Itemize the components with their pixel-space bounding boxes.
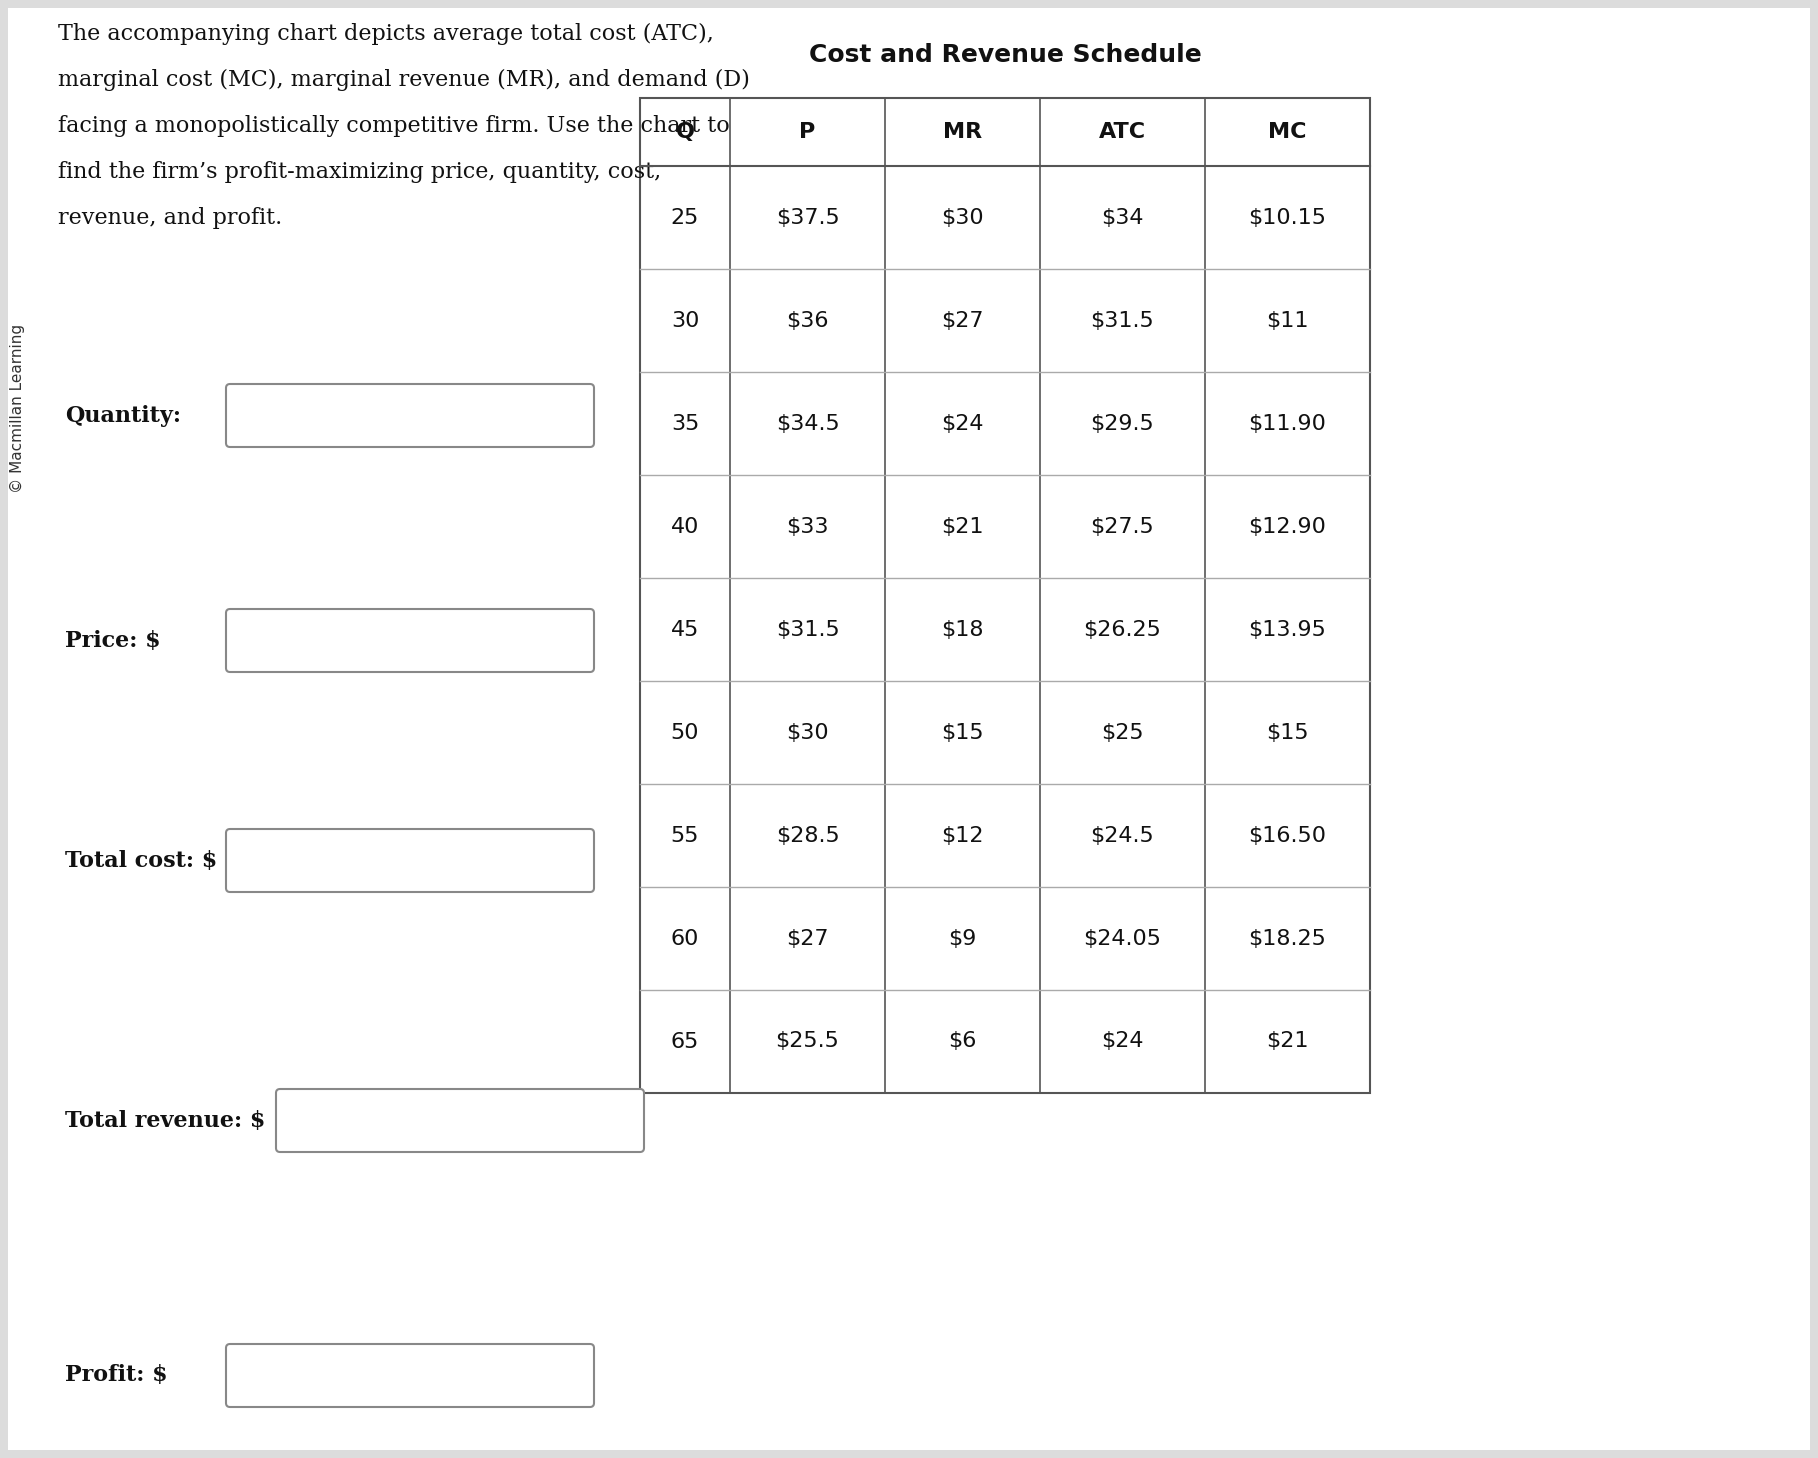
Text: $16.50: $16.50 bbox=[1249, 825, 1327, 846]
FancyBboxPatch shape bbox=[225, 1344, 594, 1407]
Text: $11.90: $11.90 bbox=[1249, 414, 1327, 433]
Text: Total revenue: $: Total revenue: $ bbox=[65, 1110, 265, 1131]
Text: Total cost: $: Total cost: $ bbox=[65, 850, 216, 872]
Text: find the firm’s profit-maximizing price, quantity, cost,: find the firm’s profit-maximizing price,… bbox=[58, 160, 662, 184]
Text: $21: $21 bbox=[1267, 1031, 1309, 1051]
Text: $33: $33 bbox=[785, 516, 829, 537]
Text: $36: $36 bbox=[785, 311, 829, 331]
Text: The accompanying chart depicts average total cost (ATC),: The accompanying chart depicts average t… bbox=[58, 23, 714, 45]
Text: Price: $: Price: $ bbox=[65, 630, 160, 652]
Text: $34.5: $34.5 bbox=[776, 414, 840, 433]
Text: $37.5: $37.5 bbox=[776, 207, 840, 227]
Text: 35: 35 bbox=[671, 414, 700, 433]
Text: Q: Q bbox=[676, 122, 694, 141]
Text: Cost and Revenue Schedule: Cost and Revenue Schedule bbox=[809, 42, 1202, 67]
Text: $29.5: $29.5 bbox=[1091, 414, 1154, 433]
Text: Quantity:: Quantity: bbox=[65, 404, 182, 427]
Text: $25.5: $25.5 bbox=[776, 1031, 840, 1051]
FancyBboxPatch shape bbox=[225, 609, 594, 672]
Text: MC: MC bbox=[1269, 122, 1307, 141]
Text: ATC: ATC bbox=[1098, 122, 1145, 141]
FancyBboxPatch shape bbox=[225, 830, 594, 892]
Text: $28.5: $28.5 bbox=[776, 825, 840, 846]
Text: $31.5: $31.5 bbox=[776, 620, 840, 640]
Text: $15: $15 bbox=[1265, 723, 1309, 742]
Text: $30: $30 bbox=[942, 207, 984, 227]
Text: $24.5: $24.5 bbox=[1091, 825, 1154, 846]
Text: 30: 30 bbox=[671, 311, 700, 331]
Text: $18.25: $18.25 bbox=[1249, 929, 1327, 949]
Text: facing a monopolistically competitive firm. Use the chart to: facing a monopolistically competitive fi… bbox=[58, 115, 729, 137]
Text: $31.5: $31.5 bbox=[1091, 311, 1154, 331]
Text: $12.90: $12.90 bbox=[1249, 516, 1327, 537]
Text: 65: 65 bbox=[671, 1031, 700, 1051]
Text: 50: 50 bbox=[671, 723, 700, 742]
Text: $24: $24 bbox=[942, 414, 984, 433]
Text: Profit: $: Profit: $ bbox=[65, 1365, 167, 1387]
Text: © Macmillan Learning: © Macmillan Learning bbox=[9, 324, 24, 493]
Text: $27: $27 bbox=[785, 929, 829, 949]
Text: 40: 40 bbox=[671, 516, 700, 537]
Text: $25: $25 bbox=[1102, 723, 1144, 742]
Text: $21: $21 bbox=[942, 516, 984, 537]
FancyBboxPatch shape bbox=[276, 1089, 644, 1152]
Text: $18: $18 bbox=[942, 620, 984, 640]
Text: 45: 45 bbox=[671, 620, 700, 640]
Text: 60: 60 bbox=[671, 929, 700, 949]
Text: 55: 55 bbox=[671, 825, 700, 846]
Text: $9: $9 bbox=[949, 929, 976, 949]
FancyBboxPatch shape bbox=[640, 98, 1371, 1094]
Text: $6: $6 bbox=[949, 1031, 976, 1051]
Text: $30: $30 bbox=[785, 723, 829, 742]
Text: $24: $24 bbox=[1102, 1031, 1144, 1051]
Text: $26.25: $26.25 bbox=[1084, 620, 1162, 640]
Text: $13.95: $13.95 bbox=[1249, 620, 1327, 640]
Text: $24.05: $24.05 bbox=[1084, 929, 1162, 949]
Text: $12: $12 bbox=[942, 825, 984, 846]
FancyBboxPatch shape bbox=[225, 383, 594, 448]
Text: MR: MR bbox=[944, 122, 982, 141]
Text: $10.15: $10.15 bbox=[1249, 207, 1327, 227]
Text: $34: $34 bbox=[1102, 207, 1144, 227]
Text: $27.5: $27.5 bbox=[1091, 516, 1154, 537]
Text: P: P bbox=[800, 122, 816, 141]
Text: $15: $15 bbox=[942, 723, 984, 742]
Text: $27: $27 bbox=[942, 311, 984, 331]
Text: $11: $11 bbox=[1267, 311, 1309, 331]
Text: revenue, and profit.: revenue, and profit. bbox=[58, 207, 282, 229]
Text: 25: 25 bbox=[671, 207, 700, 227]
FancyBboxPatch shape bbox=[7, 7, 1811, 1451]
Text: marginal cost (MC), marginal revenue (MR), and demand (D): marginal cost (MC), marginal revenue (MR… bbox=[58, 69, 749, 90]
